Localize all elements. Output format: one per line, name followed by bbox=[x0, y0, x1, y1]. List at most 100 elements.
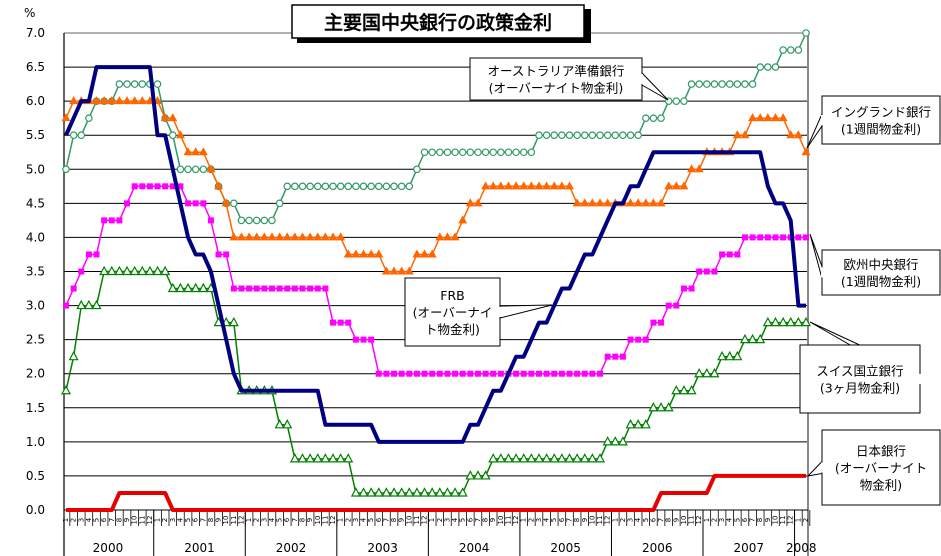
data-point bbox=[336, 182, 345, 191]
month-label: 12 bbox=[421, 516, 429, 525]
data-point bbox=[62, 165, 70, 174]
month-label: 6 bbox=[466, 517, 474, 522]
data-point bbox=[175, 130, 185, 139]
data-point bbox=[335, 453, 346, 463]
data-point bbox=[253, 285, 260, 292]
callout-box bbox=[821, 429, 941, 506]
series-line bbox=[66, 473, 806, 512]
data-point bbox=[595, 198, 605, 207]
data-point bbox=[78, 268, 85, 275]
data-point bbox=[748, 80, 757, 88]
y-tick-label: 0.5 bbox=[26, 469, 45, 483]
data-point bbox=[412, 249, 422, 258]
series-2 bbox=[61, 96, 811, 275]
data-point bbox=[337, 319, 344, 326]
data-point bbox=[650, 319, 657, 326]
data-point bbox=[671, 384, 682, 395]
data-point bbox=[480, 470, 491, 480]
title-frame bbox=[291, 4, 585, 39]
data-point bbox=[625, 419, 636, 429]
month-label: 7 bbox=[749, 518, 757, 522]
month-label: 11 bbox=[596, 516, 604, 525]
data-point bbox=[648, 402, 659, 412]
data-point bbox=[640, 419, 651, 429]
month-label: 6 bbox=[283, 517, 291, 522]
data-point bbox=[290, 232, 300, 241]
data-point bbox=[297, 453, 308, 463]
data-point bbox=[450, 487, 461, 497]
month-label: 6 bbox=[558, 517, 566, 522]
data-point bbox=[420, 148, 429, 157]
data-point bbox=[520, 370, 527, 377]
data-point bbox=[610, 436, 621, 446]
data-point bbox=[671, 181, 681, 190]
y-axis-unit: % bbox=[24, 6, 35, 20]
data-point bbox=[756, 63, 765, 71]
month-label: 8 bbox=[756, 518, 764, 522]
data-point bbox=[474, 148, 482, 157]
callout-3: 欧州中央銀行 (1週間物金利) bbox=[809, 233, 941, 296]
data-point bbox=[755, 113, 765, 122]
data-point bbox=[199, 165, 208, 174]
data-point bbox=[558, 131, 566, 140]
data-point bbox=[420, 249, 430, 258]
y-tick-label: 2.5 bbox=[26, 333, 45, 347]
data-point bbox=[611, 131, 620, 140]
data-point bbox=[436, 148, 444, 157]
data-point bbox=[68, 350, 79, 361]
month-label: 4 bbox=[451, 517, 459, 522]
data-point bbox=[588, 131, 597, 140]
data-point bbox=[450, 232, 460, 241]
data-point bbox=[191, 147, 201, 156]
series-label: (1週間物金利) bbox=[841, 122, 921, 137]
month-label: 2 bbox=[253, 518, 261, 522]
data-point bbox=[404, 266, 414, 275]
data-point bbox=[762, 316, 773, 327]
data-point bbox=[802, 29, 810, 37]
data-point bbox=[589, 370, 596, 377]
data-point bbox=[396, 487, 407, 497]
month-label: 11 bbox=[504, 516, 512, 525]
data-point bbox=[740, 130, 750, 139]
data-point bbox=[503, 181, 513, 190]
month-label: 9 bbox=[672, 518, 680, 522]
data-point bbox=[138, 80, 147, 88]
data-point bbox=[458, 215, 468, 224]
data-point bbox=[459, 370, 466, 377]
data-point bbox=[305, 232, 315, 241]
data-point bbox=[123, 80, 131, 88]
month-label: 5 bbox=[276, 518, 284, 522]
month-label: 7 bbox=[291, 518, 299, 522]
month-label: 5 bbox=[184, 518, 192, 522]
month-label: 1 bbox=[428, 518, 436, 522]
data-point bbox=[260, 216, 269, 225]
data-point bbox=[717, 350, 728, 361]
callout-box bbox=[821, 249, 941, 296]
data-point bbox=[282, 419, 293, 429]
data-point bbox=[465, 198, 475, 207]
year-label: 2008 bbox=[786, 541, 817, 555]
data-point bbox=[83, 299, 94, 310]
data-point bbox=[542, 181, 552, 190]
month-label: 7 bbox=[474, 518, 482, 522]
month-label: 10 bbox=[131, 516, 139, 525]
callout-box bbox=[469, 57, 643, 101]
data-point bbox=[391, 370, 398, 377]
chart-title: 主要国中央銀行の政策金利 bbox=[324, 11, 552, 34]
month-label: 1 bbox=[520, 518, 528, 522]
data-point bbox=[734, 251, 741, 258]
data-point bbox=[259, 232, 269, 241]
data-point bbox=[572, 453, 583, 463]
month-label: 3 bbox=[718, 518, 726, 522]
data-point bbox=[390, 182, 398, 191]
y-tick-label: 4.5 bbox=[26, 196, 45, 210]
data-point bbox=[535, 131, 543, 140]
data-point bbox=[444, 370, 451, 377]
data-point bbox=[642, 336, 649, 343]
data-point bbox=[289, 453, 300, 463]
data-point bbox=[328, 232, 338, 241]
data-point bbox=[153, 80, 162, 88]
month-label: 8 bbox=[390, 518, 398, 522]
data-point bbox=[116, 217, 123, 224]
callout-2: イングランド銀行 (1週間物金利) bbox=[806, 95, 941, 149]
